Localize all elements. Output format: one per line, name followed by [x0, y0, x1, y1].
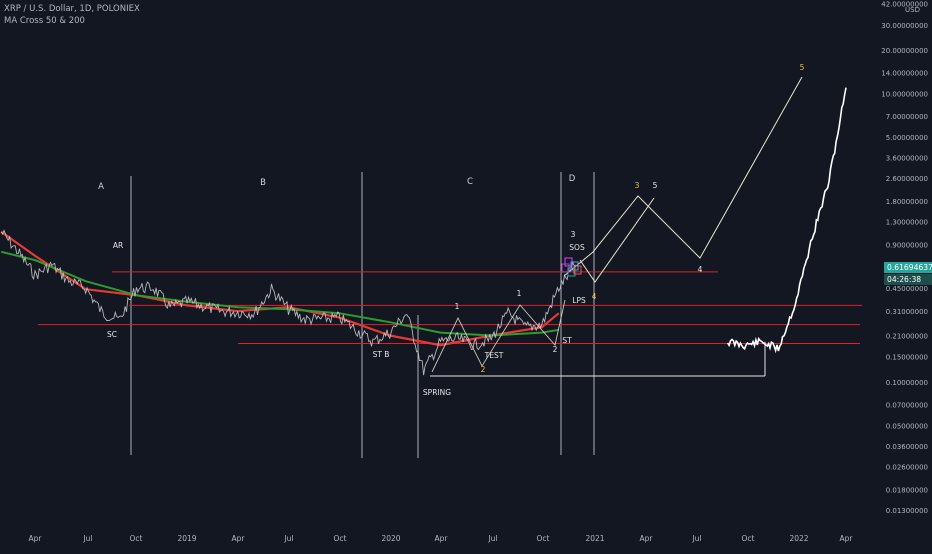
- y-tick-label: 42.00000000: [881, 1, 928, 9]
- indicator-legend[interactable]: MA Cross 50 & 200: [4, 16, 85, 26]
- x-tick-label: Apr: [29, 534, 43, 543]
- y-tick-label: 1.30000000: [886, 218, 928, 226]
- projection-wave-path: [563, 76, 803, 277]
- y-tick-label: 20.00000000: [881, 47, 928, 55]
- x-tick-label: Oct: [130, 534, 143, 543]
- y-tick-label: 2.60000000: [886, 175, 928, 183]
- x-tick-label: Jul: [82, 534, 92, 543]
- x-tick-label: Apr: [840, 534, 854, 543]
- wave-count-label: 5: [800, 63, 805, 72]
- wave-count-label: 2: [553, 345, 558, 354]
- chart-symbol-title: XRP / U.S. Dollar, 1D, POLONIEX: [4, 4, 140, 14]
- y-tick-label: 1.80000000: [886, 198, 928, 206]
- price-line-series-2021: [727, 87, 847, 354]
- x-tick-label: Apr: [435, 534, 449, 543]
- y-tick-label: 7.00000000: [886, 113, 928, 121]
- y-tick-label: 0.01800000: [886, 486, 928, 494]
- x-tick-label: Oct: [537, 534, 550, 543]
- wyckoff-label-sos: SOS: [569, 243, 585, 252]
- wave-count-label: 3: [635, 181, 640, 190]
- wyckoff-label-st: ST: [562, 336, 572, 345]
- x-tick-label: Apr: [232, 534, 246, 543]
- y-tick-label: 10.00000000: [881, 91, 928, 99]
- candle-countdown-tag: 04:26:38: [884, 274, 932, 285]
- wave-count-label: 4: [698, 265, 703, 274]
- x-tick-label: Jul: [283, 534, 293, 543]
- y-tick-label: 0.31000000: [886, 308, 928, 316]
- wyckoff-label-spring: SPRING: [423, 388, 451, 397]
- x-tick-label: 2019: [177, 534, 196, 543]
- projection-alt-path: [579, 197, 655, 283]
- y-tick-label: 14.00000000: [881, 70, 928, 78]
- y-tick-label: 0.21000000: [886, 333, 928, 341]
- signal-marker: [573, 265, 582, 275]
- last-price-tag: 0.61694637: [884, 262, 932, 273]
- phase-label-d: D: [569, 174, 576, 184]
- x-tick-label: 2021: [585, 534, 604, 543]
- y-tick-label: 0.45000000: [886, 285, 928, 293]
- wave-count-label: 4: [592, 292, 597, 301]
- wyckoff-label-lps: LPS: [572, 296, 586, 305]
- x-tick-label: Oct: [742, 534, 755, 543]
- y-tick-label: 0.02600000: [886, 463, 928, 471]
- wave-count-label: 3: [571, 230, 576, 239]
- wyckoff-label-test: TEST: [484, 351, 504, 360]
- y-tick-label: 3.60000000: [886, 155, 928, 163]
- wave-count-label: 1: [517, 289, 522, 298]
- price-line-series: [0, 229, 577, 376]
- y-tick-label: 0.15000000: [886, 354, 928, 362]
- wave-count-label: 2: [481, 365, 486, 374]
- wave-count-path: [431, 299, 566, 373]
- y-tick-label: 30.00000000: [881, 22, 928, 30]
- wyckoff-label-ar: AR: [113, 241, 123, 250]
- x-tick-label: Oct: [334, 534, 347, 543]
- x-tick-label: Jul: [691, 534, 701, 543]
- wave-count-label: 5: [653, 181, 658, 190]
- phase-label-c: C: [467, 177, 473, 187]
- x-tick-label: Jul: [487, 534, 497, 543]
- y-tick-label: 0.03600000: [886, 443, 928, 451]
- y-tick-label: 0.90000000: [886, 241, 928, 249]
- y-tick-label: 0.01300000: [886, 507, 928, 515]
- wyckoff-label-st-b: ST B: [373, 350, 390, 359]
- wyckoff-label-sc: SC: [107, 330, 117, 339]
- x-tick-label: Apr: [640, 534, 654, 543]
- x-tick-label: 2022: [789, 534, 808, 543]
- wave-count-label: 1: [455, 302, 460, 311]
- currency-label: USD: [905, 6, 920, 14]
- y-tick-label: 5.00000000: [886, 134, 928, 142]
- y-tick-label: 0.10000000: [886, 379, 928, 387]
- phase-label-b: B: [260, 178, 266, 188]
- y-tick-label: 0.05000000: [886, 422, 928, 430]
- phase-label-a: A: [98, 182, 104, 192]
- signal-marker: [561, 263, 570, 273]
- ma-200-line: [0, 250, 559, 337]
- y-tick-label: 0.07000000: [886, 401, 928, 409]
- x-tick-label: 2020: [381, 534, 400, 543]
